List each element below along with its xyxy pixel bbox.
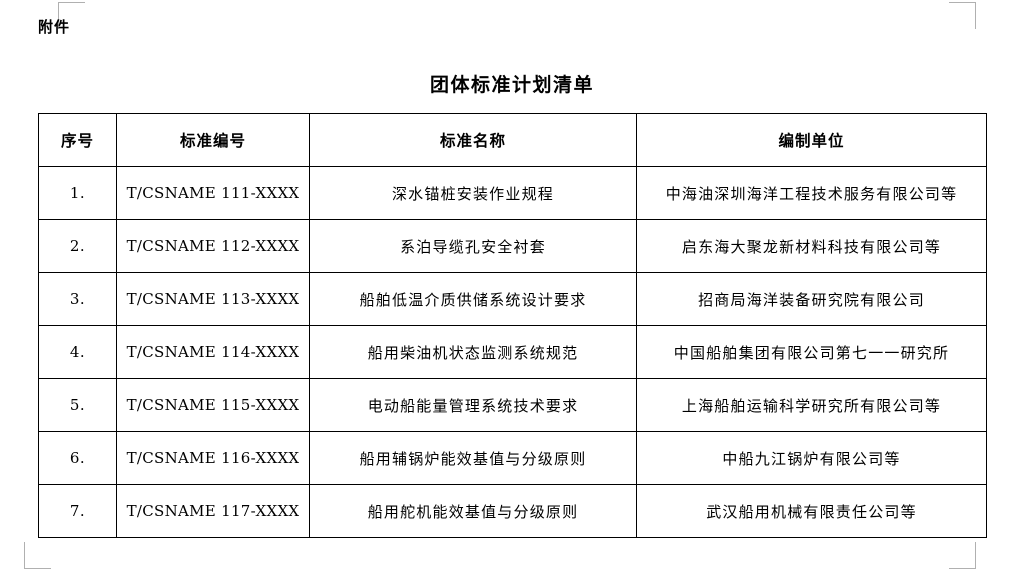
column-header-code: 标准编号 (116, 113, 310, 167)
table-header-row: 序号 标准编号 标准名称 编制单位 (38, 113, 987, 167)
cell-name: 船用辅锅炉能效基值与分级原则 (309, 431, 637, 485)
cell-seq: 1. (38, 166, 117, 220)
standards-plan-table: 序号 标准编号 标准名称 编制单位 1. T/CSNAME 111-XXXX 深… (38, 113, 987, 538)
cell-name: 电动船能量管理系统技术要求 (309, 378, 637, 432)
table-row: 7. T/CSNAME 117-XXXX 船用舵机能效基值与分级原则 武汉船用机… (38, 484, 987, 538)
cell-unit: 招商局海洋装备研究院有限公司 (636, 272, 987, 326)
cell-seq: 7. (38, 484, 117, 538)
crop-mark-bottom-right (949, 542, 976, 569)
cell-unit: 启东海大聚龙新材料科技有限公司等 (636, 219, 987, 273)
crop-mark-top-right (949, 2, 976, 29)
cell-name: 船用舵机能效基值与分级原则 (309, 484, 637, 538)
cell-unit: 上海船舶运输科学研究所有限公司等 (636, 378, 987, 432)
cell-seq: 4. (38, 325, 117, 379)
cell-code: T/CSNAME 115-XXXX (116, 378, 310, 432)
cell-unit: 武汉船用机械有限责任公司等 (636, 484, 987, 538)
table-row: 5. T/CSNAME 115-XXXX 电动船能量管理系统技术要求 上海船舶运… (38, 378, 987, 432)
table-row: 2. T/CSNAME 112-XXXX 系泊导缆孔安全衬套 启东海大聚龙新材料… (38, 219, 987, 273)
cell-name: 系泊导缆孔安全衬套 (309, 219, 637, 273)
crop-mark-bottom-left (24, 542, 51, 569)
page-title: 团体标准计划清单 (429, 74, 594, 96)
column-header-name: 标准名称 (309, 113, 637, 167)
table-row: 4. T/CSNAME 114-XXXX 船用柴油机状态监测系统规范 中国船舶集… (38, 325, 987, 379)
cell-code: T/CSNAME 114-XXXX (116, 325, 310, 379)
table-row: 1. T/CSNAME 111-XXXX 深水锚桩安装作业规程 中海油深圳海洋工… (38, 166, 987, 220)
table-row: 3. T/CSNAME 113-XXXX 船舶低温介质供储系统设计要求 招商局海… (38, 272, 987, 326)
cell-name: 船舶低温介质供储系统设计要求 (309, 272, 637, 326)
cell-unit: 中国船舶集团有限公司第七一一研究所 (636, 325, 987, 379)
cell-code: T/CSNAME 116-XXXX (116, 431, 310, 485)
cell-seq: 3. (38, 272, 117, 326)
cell-name: 深水锚桩安装作业规程 (309, 166, 637, 220)
cell-seq: 5. (38, 378, 117, 432)
cell-unit: 中船九江锅炉有限公司等 (636, 431, 987, 485)
cell-unit: 中海油深圳海洋工程技术服务有限公司等 (636, 166, 987, 220)
attachment-label: 附件 (38, 18, 71, 36)
cell-code: T/CSNAME 117-XXXX (116, 484, 310, 538)
cell-name: 船用柴油机状态监测系统规范 (309, 325, 637, 379)
cell-code: T/CSNAME 113-XXXX (116, 272, 310, 326)
cell-seq: 6. (38, 431, 117, 485)
cell-code: T/CSNAME 111-XXXX (116, 166, 310, 220)
cell-code: T/CSNAME 112-XXXX (116, 219, 310, 273)
column-header-unit: 编制单位 (636, 113, 987, 167)
cell-seq: 2. (38, 219, 117, 273)
column-header-seq: 序号 (38, 113, 117, 167)
table-row: 6. T/CSNAME 116-XXXX 船用辅锅炉能效基值与分级原则 中船九江… (38, 431, 987, 485)
standards-plan-table-container: 序号 标准编号 标准名称 编制单位 1. T/CSNAME 111-XXXX 深… (38, 113, 987, 538)
